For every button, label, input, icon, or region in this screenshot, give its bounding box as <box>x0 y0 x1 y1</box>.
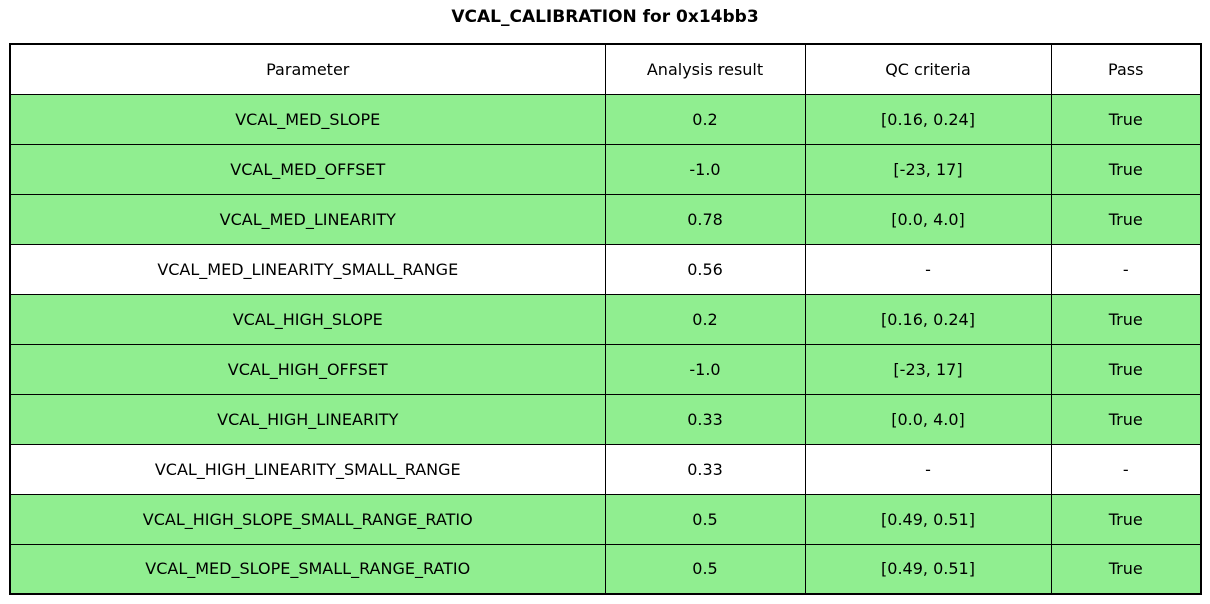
column-header-analysis-result: Analysis result <box>604 43 806 95</box>
cell-qc-criteria: [0.16, 0.24] <box>804 293 1052 345</box>
column-header-qc-criteria: QC criteria <box>804 43 1052 95</box>
cell-qc-criteria: [0.0, 4.0] <box>804 193 1052 245</box>
cell-qc-criteria: [0.0, 4.0] <box>804 393 1052 445</box>
cell-parameter: VCAL_MED_OFFSET <box>9 143 606 195</box>
cell-qc-criteria: [0.49, 0.51] <box>804 493 1052 545</box>
cell-analysis-result: 0.2 <box>604 293 806 345</box>
cell-parameter: VCAL_HIGH_OFFSET <box>9 343 606 395</box>
cell-pass: True <box>1050 143 1202 195</box>
cell-parameter: VCAL_MED_SLOPE <box>9 93 606 145</box>
table-row: VCAL_HIGH_LINEARITY_SMALL_RANGE 0.33 - - <box>9 443 1202 495</box>
cell-analysis-result: 0.2 <box>604 93 806 145</box>
cell-pass: True <box>1050 393 1202 445</box>
cell-analysis-result: 0.33 <box>604 393 806 445</box>
cell-analysis-result: 0.5 <box>604 493 806 545</box>
cell-pass: True <box>1050 493 1202 545</box>
cell-qc-criteria: [-23, 17] <box>804 143 1052 195</box>
cell-parameter: VCAL_HIGH_LINEARITY_SMALL_RANGE <box>9 443 606 495</box>
cell-analysis-result: 0.78 <box>604 193 806 245</box>
column-header-parameter: Parameter <box>9 43 606 95</box>
column-header-pass: Pass <box>1050 43 1202 95</box>
cell-parameter: VCAL_MED_SLOPE_SMALL_RANGE_RATIO <box>9 543 606 595</box>
cell-analysis-result: 0.5 <box>604 543 806 595</box>
cell-pass: True <box>1050 543 1202 595</box>
header-row: Parameter Analysis result QC criteria Pa… <box>9 43 1202 95</box>
table-row: VCAL_HIGH_OFFSET -1.0 [-23, 17] True <box>9 343 1202 395</box>
cell-analysis-result: 0.33 <box>604 443 806 495</box>
figure-title: VCAL_CALIBRATION for 0x14bb3 <box>451 7 759 27</box>
cell-analysis-result: -1.0 <box>604 143 806 195</box>
table-row: VCAL_MED_SLOPE_SMALL_RANGE_RATIO 0.5 [0.… <box>9 543 1202 595</box>
qc-table: Parameter Analysis result QC criteria Pa… <box>9 43 1202 595</box>
cell-analysis-result: -1.0 <box>604 343 806 395</box>
cell-pass: - <box>1050 443 1202 495</box>
cell-pass: True <box>1050 293 1202 345</box>
cell-pass: True <box>1050 193 1202 245</box>
cell-qc-criteria: - <box>804 443 1052 495</box>
table-row: VCAL_HIGH_LINEARITY 0.33 [0.0, 4.0] True <box>9 393 1202 445</box>
cell-pass: - <box>1050 243 1202 295</box>
table-row: VCAL_HIGH_SLOPE 0.2 [0.16, 0.24] True <box>9 293 1202 345</box>
cell-parameter: VCAL_MED_LINEARITY <box>9 193 606 245</box>
table-row: VCAL_MED_SLOPE 0.2 [0.16, 0.24] True <box>9 93 1202 145</box>
cell-parameter: VCAL_HIGH_LINEARITY <box>9 393 606 445</box>
table-row: VCAL_HIGH_SLOPE_SMALL_RANGE_RATIO 0.5 [0… <box>9 493 1202 545</box>
table-body: VCAL_MED_SLOPE 0.2 [0.16, 0.24] True VCA… <box>9 93 1202 595</box>
cell-qc-criteria: [0.16, 0.24] <box>804 93 1052 145</box>
table-row: VCAL_MED_LINEARITY 0.78 [0.0, 4.0] True <box>9 193 1202 245</box>
cell-qc-criteria: [0.49, 0.51] <box>804 543 1052 595</box>
table-header: Parameter Analysis result QC criteria Pa… <box>9 43 1202 95</box>
cell-parameter: VCAL_MED_LINEARITY_SMALL_RANGE <box>9 243 606 295</box>
table-row: VCAL_MED_OFFSET -1.0 [-23, 17] True <box>9 143 1202 195</box>
cell-analysis-result: 0.56 <box>604 243 806 295</box>
cell-pass: True <box>1050 343 1202 395</box>
cell-parameter: VCAL_HIGH_SLOPE_SMALL_RANGE_RATIO <box>9 493 606 545</box>
table-row: VCAL_MED_LINEARITY_SMALL_RANGE 0.56 - - <box>9 243 1202 295</box>
cell-qc-criteria: - <box>804 243 1052 295</box>
cell-qc-criteria: [-23, 17] <box>804 343 1052 395</box>
cell-parameter: VCAL_HIGH_SLOPE <box>9 293 606 345</box>
cell-pass: True <box>1050 93 1202 145</box>
